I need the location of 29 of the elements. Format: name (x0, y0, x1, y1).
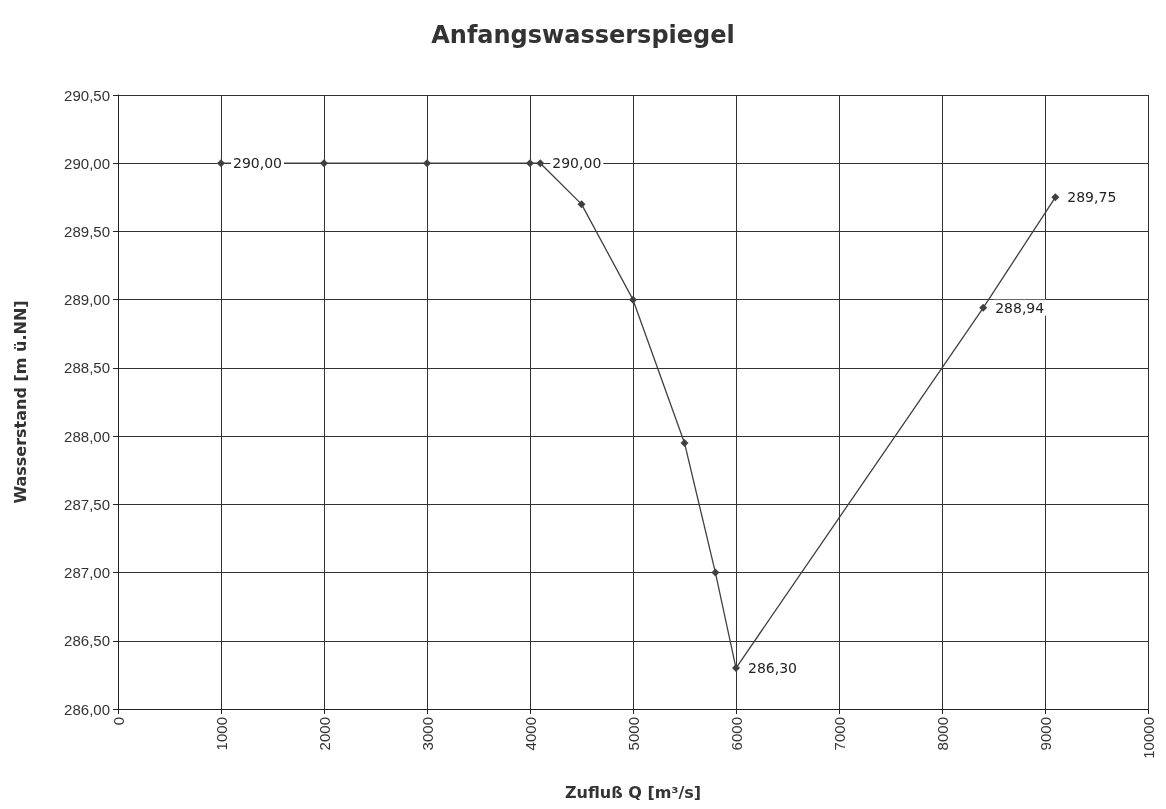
y-tick-label: 290,50 (64, 86, 110, 104)
x-tick-label: 4000 (521, 717, 539, 751)
x-tick-label: 8000 (933, 717, 951, 751)
y-tick-label: 287,50 (64, 495, 110, 513)
y-tick-label: 287,00 (64, 564, 110, 582)
y-tick-label: 288,50 (64, 359, 110, 377)
x-tick-label: 2000 (315, 717, 333, 751)
data-label: 286,30 (748, 660, 797, 677)
x-tick-label: 9000 (1036, 717, 1054, 751)
x-tick-label: 5000 (624, 717, 642, 751)
y-tick-label: 290,00 (64, 154, 110, 172)
x-tick-label: 6000 (727, 717, 745, 751)
y-tick-label: 289,50 (64, 222, 110, 240)
data-label: 288,94 (995, 299, 1045, 316)
x-tick-label: 3000 (418, 717, 436, 751)
x-tick-label: 0 (109, 717, 127, 726)
x-axis-title: Zufluß Q [m³/s] (564, 782, 702, 802)
chart-title: Anfangswasserspiegel (431, 21, 735, 49)
x-tick-label: 1000 (212, 717, 230, 751)
x-tick-label: 7000 (830, 717, 848, 751)
y-axis-title: Wasserstand [m ü.NN] (10, 300, 30, 504)
y-tick-label: 286,00 (64, 700, 110, 718)
data-label: 290,00 (552, 155, 602, 172)
x-tick-label: 10000 (1139, 717, 1157, 759)
y-tick-label: 286,50 (64, 632, 110, 650)
data-label: 289,75 (1067, 189, 1117, 206)
data-label: 290,00 (233, 155, 282, 172)
y-tick-label: 288,00 (64, 427, 110, 445)
y-tick-label: 289,00 (64, 291, 110, 309)
